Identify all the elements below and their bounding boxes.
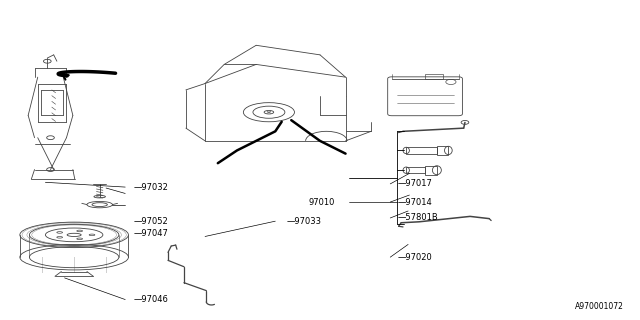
Text: —97017: —97017 [398, 180, 433, 188]
Text: —97052: —97052 [134, 217, 168, 226]
Text: —97046: —97046 [134, 295, 168, 304]
Text: —97014: —97014 [398, 197, 433, 206]
Text: —97047: —97047 [134, 229, 168, 238]
Text: A970001072: A970001072 [575, 302, 623, 311]
Bar [426, 166, 437, 175]
Bar [437, 146, 449, 155]
Text: —97032: —97032 [134, 183, 168, 192]
Bar [406, 167, 426, 173]
Text: —57801B: —57801B [398, 213, 438, 222]
Bar [406, 147, 437, 154]
Text: 97010: 97010 [308, 197, 335, 206]
Text: —97020: —97020 [398, 253, 433, 262]
Bar [426, 74, 444, 79]
Text: —97033: —97033 [287, 217, 322, 226]
